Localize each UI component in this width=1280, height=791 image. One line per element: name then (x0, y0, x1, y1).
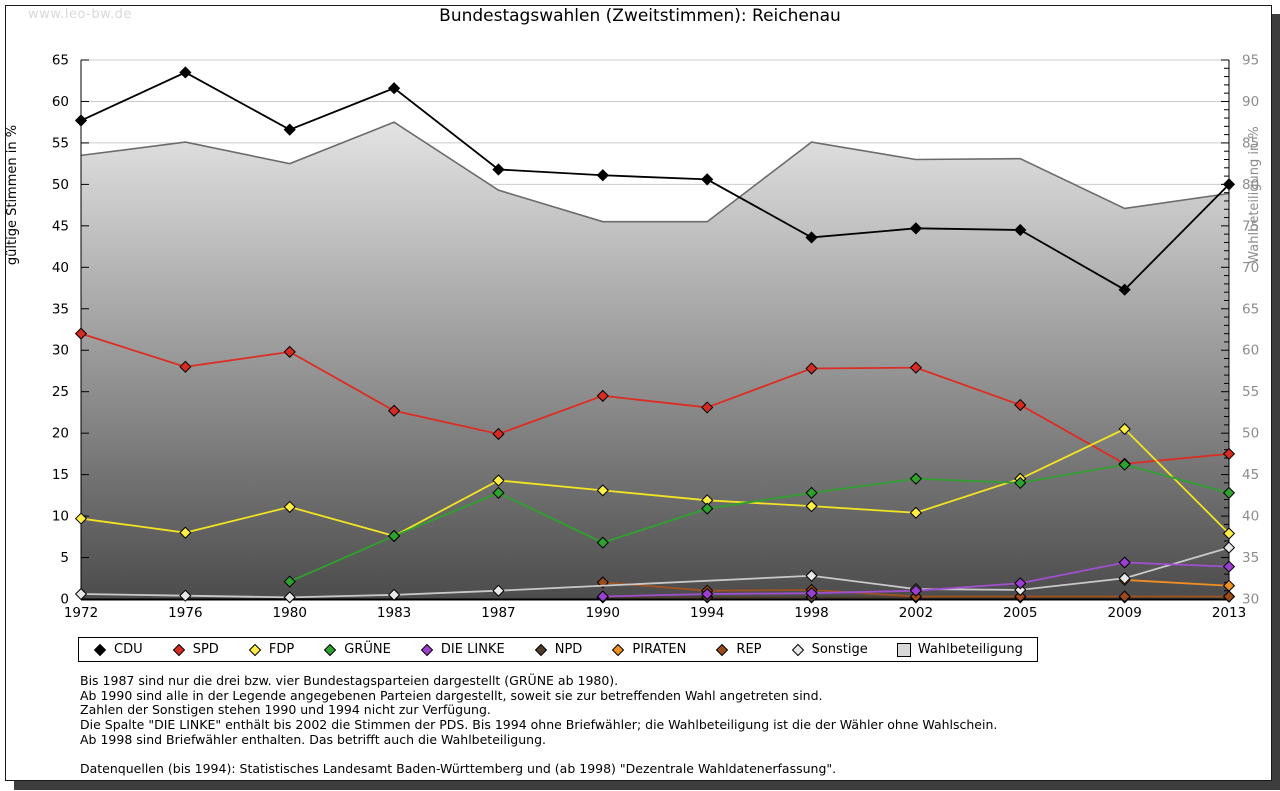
svg-text:90: 90 (1242, 94, 1259, 110)
series-gruene (283, 458, 1236, 588)
svg-text:2005: 2005 (1003, 605, 1037, 621)
legend-label: CDU (114, 642, 143, 657)
legend-item-cdu: CDU (93, 642, 143, 657)
svg-text:70: 70 (1242, 260, 1259, 276)
svg-text:60: 60 (1242, 343, 1259, 359)
svg-text:50: 50 (52, 177, 69, 193)
watermark: www.leo-bw.de (28, 7, 132, 22)
footnote-line: Zahlen der Sonstigen stehen 1990 und 199… (80, 702, 491, 718)
legend-label: PIRATEN (632, 642, 687, 657)
diamond-icon (172, 643, 185, 656)
legend-item-sonstige: Sonstige (791, 642, 868, 657)
svg-text:40: 40 (1242, 509, 1259, 525)
footnote-line: Bis 1987 sind nur die drei bzw. vier Bun… (80, 673, 619, 688)
svg-text:5: 5 (60, 550, 69, 566)
x-axis-labels: 1972 1976 1980 1983 1987 1990 1994 1998 2002 2005… (64, 605, 1246, 621)
svg-text:65: 65 (52, 53, 69, 69)
svg-text:55: 55 (52, 135, 69, 151)
left-axis: 0 5 10 15 20 25 30 35 40 45 50 55 60 65 (52, 53, 89, 608)
svg-text:10: 10 (52, 509, 69, 525)
svg-text:65: 65 (1242, 301, 1259, 317)
series-die-linke (596, 556, 1236, 603)
diamond-icon (93, 643, 107, 656)
legend-label: REP (736, 642, 762, 657)
svg-text:25: 25 (52, 384, 69, 400)
svg-text:2009: 2009 (1107, 605, 1141, 621)
svg-text:85: 85 (1242, 135, 1259, 151)
svg-text:40: 40 (52, 260, 69, 276)
svg-text:35: 35 (1242, 550, 1259, 566)
svg-text:1998: 1998 (794, 605, 828, 621)
svg-text:20: 20 (52, 426, 69, 442)
series-cdu (74, 66, 1236, 296)
svg-text:30: 30 (1242, 592, 1259, 608)
diamond-icon (612, 643, 625, 656)
legend-label: SPD (192, 642, 219, 657)
svg-text:60: 60 (52, 94, 69, 110)
svg-text:45: 45 (1242, 467, 1259, 483)
legend-label: GRÜNE (344, 642, 391, 657)
svg-text:2013: 2013 (1212, 605, 1246, 621)
footnotes: Bis 1987 sind nur die drei bzw. vier Bun… (80, 673, 998, 776)
legend-label: Sonstige (811, 642, 868, 657)
legend-item-gruene: GRÜNE (323, 642, 391, 657)
diamond-icon (248, 643, 262, 656)
svg-text:1994: 1994 (690, 605, 724, 621)
right-axis: 30 35 40 45 50 55 60 65 70 75 80 85 90 95 (1221, 53, 1259, 608)
svg-text:1990: 1990 (586, 605, 620, 621)
footnote-line: Ab 1998 sind Briefwähler enthalten. Das … (80, 731, 546, 747)
diamond-icon (716, 643, 729, 656)
legend-label: DIE LINKE (440, 642, 505, 657)
svg-text:15: 15 (52, 467, 69, 483)
svg-text:1987: 1987 (481, 605, 515, 621)
svg-text:1976: 1976 (168, 605, 202, 621)
legend-item-piraten: PIRATEN (611, 642, 686, 657)
svg-text:1980: 1980 (273, 605, 307, 621)
footnote-line: Die Spalte "DIE LINKE" enthält bis 2002 … (80, 717, 998, 733)
svg-text:75: 75 (1242, 218, 1259, 234)
right-axis-title: Wahlbeteiligung in % (1247, 126, 1262, 263)
svg-text:45: 45 (52, 218, 69, 234)
svg-text:30: 30 (52, 343, 69, 359)
svg-text:50: 50 (1242, 426, 1259, 442)
data-source-note: Datenquellen (bis 1994): Statistisches L… (80, 760, 837, 776)
legend-label: FDP (268, 642, 295, 657)
legend-item-rep: REP (715, 642, 762, 657)
svg-text:1972: 1972 (64, 605, 98, 621)
svg-text:80: 80 (1242, 177, 1259, 193)
legend-item-die-linke: DIE LINKE (420, 642, 505, 657)
wahlbeteiligung-area (81, 122, 1229, 599)
legend-item-spd: SPD (172, 642, 219, 657)
area-swatch-icon (896, 642, 911, 657)
diamond-icon (420, 643, 434, 656)
left-axis-title: gültige Stimmen in % (5, 125, 20, 265)
footnote-line: Ab 1990 sind alle in der Legende angegeb… (80, 687, 823, 703)
svg-text:2002: 2002 (899, 605, 933, 621)
wahlbeteiligung-line (80, 121, 1230, 223)
legend-item-wahlbeteiligung: Wahlbeteiligung (896, 642, 1023, 657)
legend-item-npd: NPD (534, 642, 583, 657)
legend-label: Wahlbeteiligung (917, 642, 1023, 657)
svg-text:35: 35 (52, 301, 69, 317)
page-title: Bundestagswahlen (Zweitstimmen): Reichen… (439, 6, 841, 26)
legend-label: NPD (554, 642, 583, 657)
diamond-icon (791, 643, 804, 656)
svg-text:0: 0 (60, 592, 69, 608)
svg-text:95: 95 (1242, 53, 1259, 69)
legend-item-fdp: FDP (248, 642, 294, 657)
svg-text:55: 55 (1242, 384, 1259, 400)
svg-text:1983: 1983 (377, 605, 411, 621)
diamond-icon (324, 643, 337, 656)
diamond-icon (534, 643, 547, 656)
election-line-chart: 0 5 10 15 20 25 30 35 40 45 50 55 60 65 30 35 40 45 50 55 60… (5, 53, 1262, 622)
chart-legend: CDU SPD FDP GRÜNE DIE LINKE NPD PIRATEN REP Sons… (78, 637, 1038, 662)
